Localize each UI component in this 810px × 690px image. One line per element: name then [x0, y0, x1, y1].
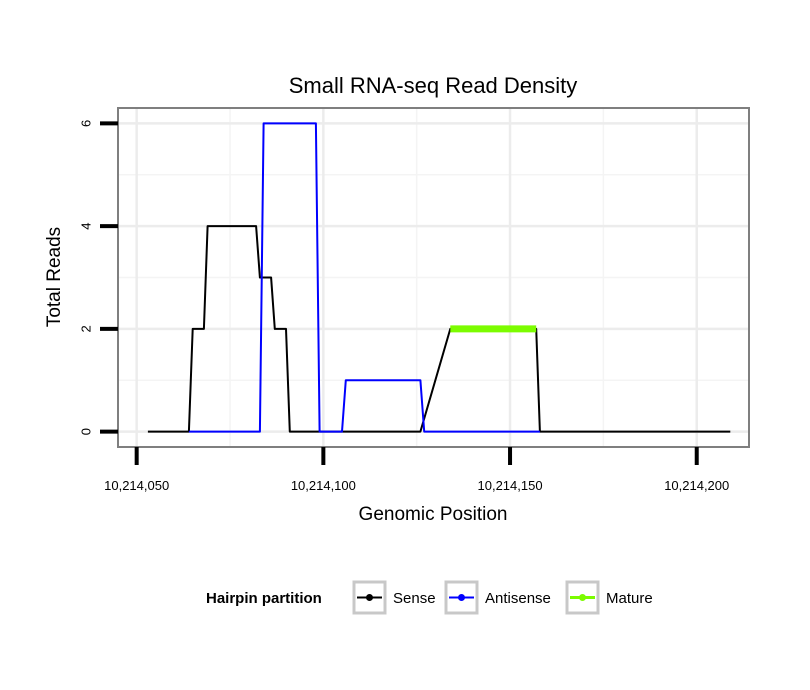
- legend-item-antisense: Antisense: [444, 580, 551, 615]
- legend-label: Antisense: [485, 590, 551, 607]
- series-group: [147, 122, 731, 433]
- y-tick-label: 4: [79, 223, 94, 230]
- legend-label: Mature: [606, 590, 653, 607]
- x-axis: 10,214,050 10,214,100 10,214,150 10,214,200: [104, 447, 729, 493]
- y-axis-title: Total Reads: [44, 227, 65, 327]
- x-tick-label: 10,214,200: [664, 478, 729, 493]
- legend-item-sense: Sense: [352, 580, 436, 615]
- legend-key-point: [366, 594, 373, 601]
- x-tick-label: 10,214,050: [104, 478, 169, 493]
- legend-title: Hairpin partition: [206, 590, 322, 607]
- series-line-antisense: [188, 122, 540, 433]
- y-tick-label: 6: [79, 120, 94, 127]
- plot-border: [117, 107, 750, 448]
- legend-key-box: [565, 580, 600, 615]
- y-tick-label: 2: [79, 325, 94, 332]
- legend-key-point: [458, 594, 465, 601]
- x-tick-label: 10,214,150: [478, 478, 543, 493]
- x-axis-title: Genomic Position: [359, 504, 508, 525]
- legend: Hairpin partition Sense Antisense Mature: [206, 580, 653, 615]
- y-tick-label: 0: [79, 428, 94, 435]
- legend-item-mature: Mature: [565, 580, 653, 615]
- y-axis: 0 2 4 6: [79, 120, 118, 435]
- legend-label: Sense: [393, 590, 436, 607]
- chart-title: Small RNA-seq Read Density: [289, 73, 578, 98]
- legend-key-point: [579, 594, 586, 601]
- x-tick-label: 10,214,100: [291, 478, 356, 493]
